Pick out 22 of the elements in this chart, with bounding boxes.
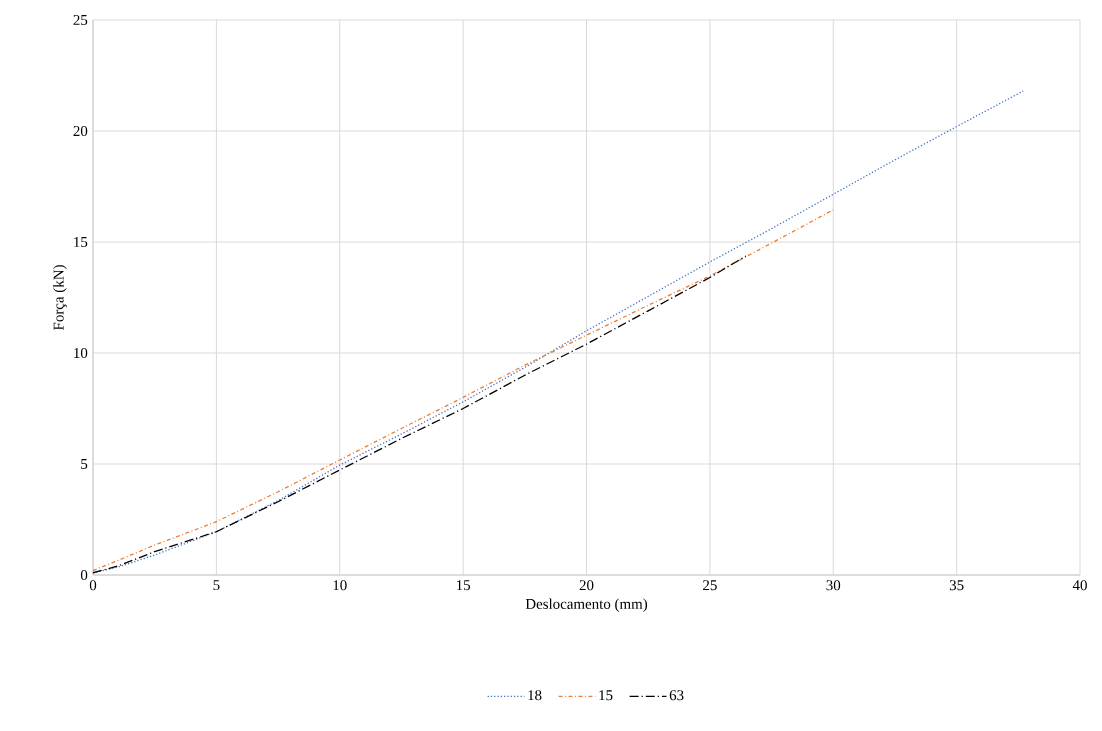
y-axis-title: Força (kN): [53, 265, 67, 331]
y-tick-label: 0: [80, 569, 88, 581]
legend-label: 15: [599, 690, 613, 701]
x-tick-label: 0: [89, 580, 97, 591]
legend-label: 63: [669, 690, 684, 701]
x-tick-label: 30: [826, 580, 841, 591]
y-tick-label: 5: [81, 459, 88, 469]
x-tick-label: 10: [333, 580, 347, 591]
x-tick-label: 20: [579, 580, 594, 591]
x-axis-title: Deslocamento (mm): [525, 598, 648, 612]
x-tick-label: 5: [213, 580, 220, 591]
y-tick-label: 10: [74, 347, 88, 359]
x-tick-label: 25: [703, 580, 717, 591]
line-series: [93, 209, 834, 572]
x-tick-label: 15: [456, 580, 471, 591]
x-tick-label: 35: [949, 580, 964, 591]
line-series: [93, 255, 747, 574]
y-tick-label: 15: [74, 237, 88, 247]
x-tick-label: 40: [1072, 580, 1087, 591]
y-tick-label: 20: [73, 125, 88, 137]
y-tick-label: 25: [73, 14, 88, 26]
legend-label: 18: [528, 690, 542, 701]
